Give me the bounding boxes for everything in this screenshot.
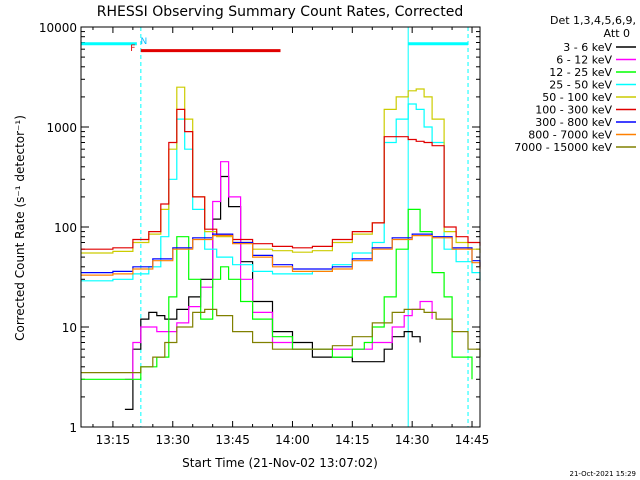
legend-entry-label: 25 - 50 keV [549,79,612,92]
annotation-f: F [130,44,135,54]
legend-entry-label: 6 - 12 keV [556,54,612,67]
x-tick-label: 14:45 [455,433,490,447]
x-tick-label: 14:00 [275,433,310,447]
y-tick-label: 10 [62,321,77,335]
legend-entry-label: 7000 - 15000 keV [514,141,612,154]
series-line [81,108,481,250]
y-tick-label: 1 [69,421,77,435]
x-tick-label: 14:30 [395,433,430,447]
y-axis-label: Corrected Count Rate (s⁻¹ detector⁻¹) [13,115,27,341]
footer-timestamp: 21-Oct-2021 15:29 [570,470,636,478]
y-tick-label: 1000 [46,121,77,135]
series-line [124,161,433,380]
x-axis-label: Start Time (21-Nov-02 13:07:02) [182,456,378,470]
legend-entry-label: 300 - 800 keV [535,116,612,129]
series-line [81,103,481,282]
chart-title: RHESSI Observing Summary Count Rates, Co… [97,4,463,20]
x-tick-label: 13:15 [96,433,131,447]
x-tick-label: 13:45 [215,433,250,447]
legend-entry-label: 3 - 6 keV [563,41,612,54]
x-tick-label: 14:15 [335,433,370,447]
series-line [81,308,481,374]
y-tick-label: 100 [54,221,77,235]
legend-title-line-1: Det 1,3,4,5,6,9, [550,14,636,27]
series-line [81,235,481,276]
x-tick-label: 13:30 [155,433,190,447]
y-tick-label: 10000 [39,21,77,35]
legend-title-line-2: Att 0 [604,27,630,40]
legend-entry-label: 50 - 100 keV [542,91,612,104]
legend-entry-label: 800 - 7000 keV [528,129,612,142]
plot-frame [80,26,481,428]
series-line [81,208,473,380]
annotation-n: N [140,37,147,47]
legend-entry-label: 100 - 300 keV [535,104,612,117]
legend-entry-label: 12 - 25 keV [549,66,612,79]
